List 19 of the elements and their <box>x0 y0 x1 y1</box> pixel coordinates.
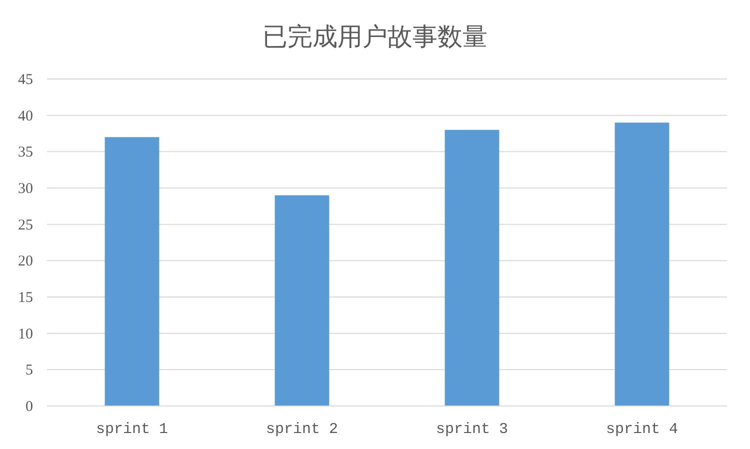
x-tick-label: sprint 1 <box>96 421 168 438</box>
x-tick-label: sprint 2 <box>266 421 338 438</box>
chart-title: 已完成用户故事数量 <box>262 23 488 51</box>
y-tick-label: 25 <box>18 217 33 234</box>
y-tick-label: 15 <box>18 290 33 306</box>
y-tick-label: 30 <box>18 181 33 197</box>
y-tick-label: 35 <box>18 144 33 161</box>
bar <box>274 195 330 406</box>
bar <box>104 137 160 406</box>
y-tick-label: 0 <box>26 399 33 415</box>
bar <box>444 130 500 406</box>
y-tick-label: 40 <box>18 108 33 124</box>
x-tick-label: sprint 4 <box>606 421 678 438</box>
x-tick-label: sprint 3 <box>436 421 508 438</box>
bar <box>614 122 670 406</box>
y-tick-label: 45 <box>18 72 33 88</box>
y-tick-label: 5 <box>26 362 33 379</box>
y-tick-label: 10 <box>18 326 33 342</box>
y-tick-label: 20 <box>18 254 33 270</box>
